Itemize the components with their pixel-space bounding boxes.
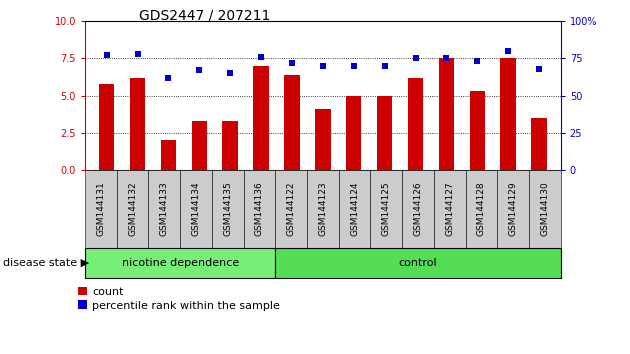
Text: GDS2447 / 207211: GDS2447 / 207211 <box>139 9 270 23</box>
Bar <box>315 109 331 170</box>
Point <box>442 56 452 61</box>
Bar <box>99 84 115 170</box>
Bar <box>438 58 454 170</box>
Point <box>225 70 235 76</box>
Bar <box>377 96 392 170</box>
Point <box>194 68 204 73</box>
Text: control: control <box>399 258 437 268</box>
Point <box>256 54 266 60</box>
Point <box>411 56 421 61</box>
Point <box>132 51 142 57</box>
Point <box>287 60 297 66</box>
Bar <box>500 58 516 170</box>
Point <box>101 53 112 58</box>
Text: GSM144128: GSM144128 <box>477 182 486 236</box>
Bar <box>222 121 238 170</box>
Text: GSM144124: GSM144124 <box>350 182 359 236</box>
Text: nicotine dependence: nicotine dependence <box>122 258 239 268</box>
Point <box>380 63 390 69</box>
Bar <box>130 78 146 170</box>
Legend: count, percentile rank within the sample: count, percentile rank within the sample <box>78 287 280 310</box>
Text: disease state ▶: disease state ▶ <box>3 258 89 268</box>
Bar <box>346 96 362 170</box>
Bar <box>253 66 269 170</box>
Point <box>534 66 544 72</box>
Bar <box>408 78 423 170</box>
Text: GSM144135: GSM144135 <box>223 182 232 236</box>
Text: GSM144125: GSM144125 <box>382 182 391 236</box>
Point <box>472 58 483 64</box>
Text: GSM144126: GSM144126 <box>413 182 423 236</box>
Text: GSM144132: GSM144132 <box>128 182 137 236</box>
Point <box>503 48 513 54</box>
Text: GSM144131: GSM144131 <box>96 182 105 236</box>
Bar <box>284 75 300 170</box>
Bar <box>531 118 547 170</box>
Text: GSM144127: GSM144127 <box>445 182 454 236</box>
Bar <box>192 121 207 170</box>
Bar <box>161 140 176 170</box>
Text: GSM144134: GSM144134 <box>192 182 200 236</box>
Point <box>318 63 328 69</box>
Point <box>349 63 359 69</box>
Text: GSM144122: GSM144122 <box>287 182 295 236</box>
Text: GSM144129: GSM144129 <box>508 182 518 236</box>
Bar <box>469 91 485 170</box>
Point <box>163 75 173 81</box>
Text: GSM144133: GSM144133 <box>160 182 169 236</box>
Text: GSM144123: GSM144123 <box>318 182 328 236</box>
Text: GSM144130: GSM144130 <box>541 182 549 236</box>
Text: GSM144136: GSM144136 <box>255 182 264 236</box>
